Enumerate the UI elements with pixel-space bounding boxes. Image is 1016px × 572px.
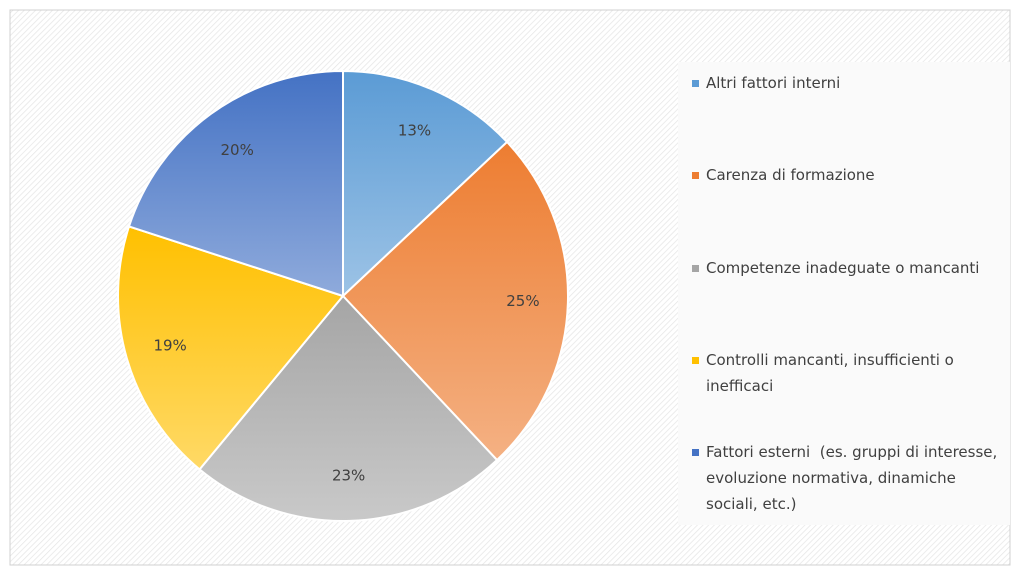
legend-label: Carenza di formazione: [706, 166, 875, 184]
data-label: 19%: [153, 337, 186, 355]
legend-label: Fattori esterni (es. gruppi di interesse…: [706, 443, 1003, 513]
pie-slice: [198, 294, 499, 522]
legend-item: Competenze inadeguate o mancanti: [692, 255, 1002, 281]
legend-label: Controlli mancanti, insufficienti o inef…: [706, 351, 959, 395]
legend-swatch: [692, 449, 699, 456]
legend-swatch: [692, 172, 699, 179]
pie-slice: [342, 69, 509, 299]
data-label: 25%: [506, 292, 539, 310]
legend-item: Carenza di formazione: [692, 162, 1002, 188]
data-label: 23%: [332, 466, 365, 484]
data-label: 13%: [398, 121, 431, 139]
legend: Altri fattori interni Carenza di formazio…: [678, 62, 1010, 525]
legend-swatch: [692, 80, 699, 87]
legend-item: Altri fattori interni: [692, 70, 1002, 96]
pie-slice: [127, 69, 344, 298]
pie-slice: [117, 225, 345, 471]
legend-item: Controlli mancanti, insufficienti o inef…: [692, 347, 1002, 399]
legend-swatch: [692, 265, 699, 272]
legend-label: Altri fattori interni: [706, 74, 841, 92]
data-label: 20%: [221, 141, 254, 159]
legend-item: Fattori esterni (es. gruppi di interesse…: [692, 439, 1002, 517]
legend-label: Competenze inadeguate o mancanti: [706, 259, 980, 277]
legend-swatch: [692, 357, 699, 364]
pie-slice: [341, 140, 569, 462]
